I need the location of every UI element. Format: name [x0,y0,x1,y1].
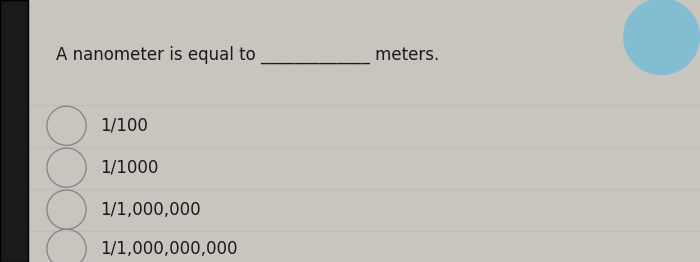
Text: 1/1000: 1/1000 [100,159,158,177]
Text: 1/1,000,000,000: 1/1,000,000,000 [100,240,237,258]
Text: A nanometer is equal to _____________ meters.: A nanometer is equal to _____________ me… [56,46,440,64]
Text: 1/100: 1/100 [100,117,148,135]
Text: 1/1,000,000: 1/1,000,000 [100,201,201,219]
FancyBboxPatch shape [0,0,28,262]
Ellipse shape [623,0,700,75]
